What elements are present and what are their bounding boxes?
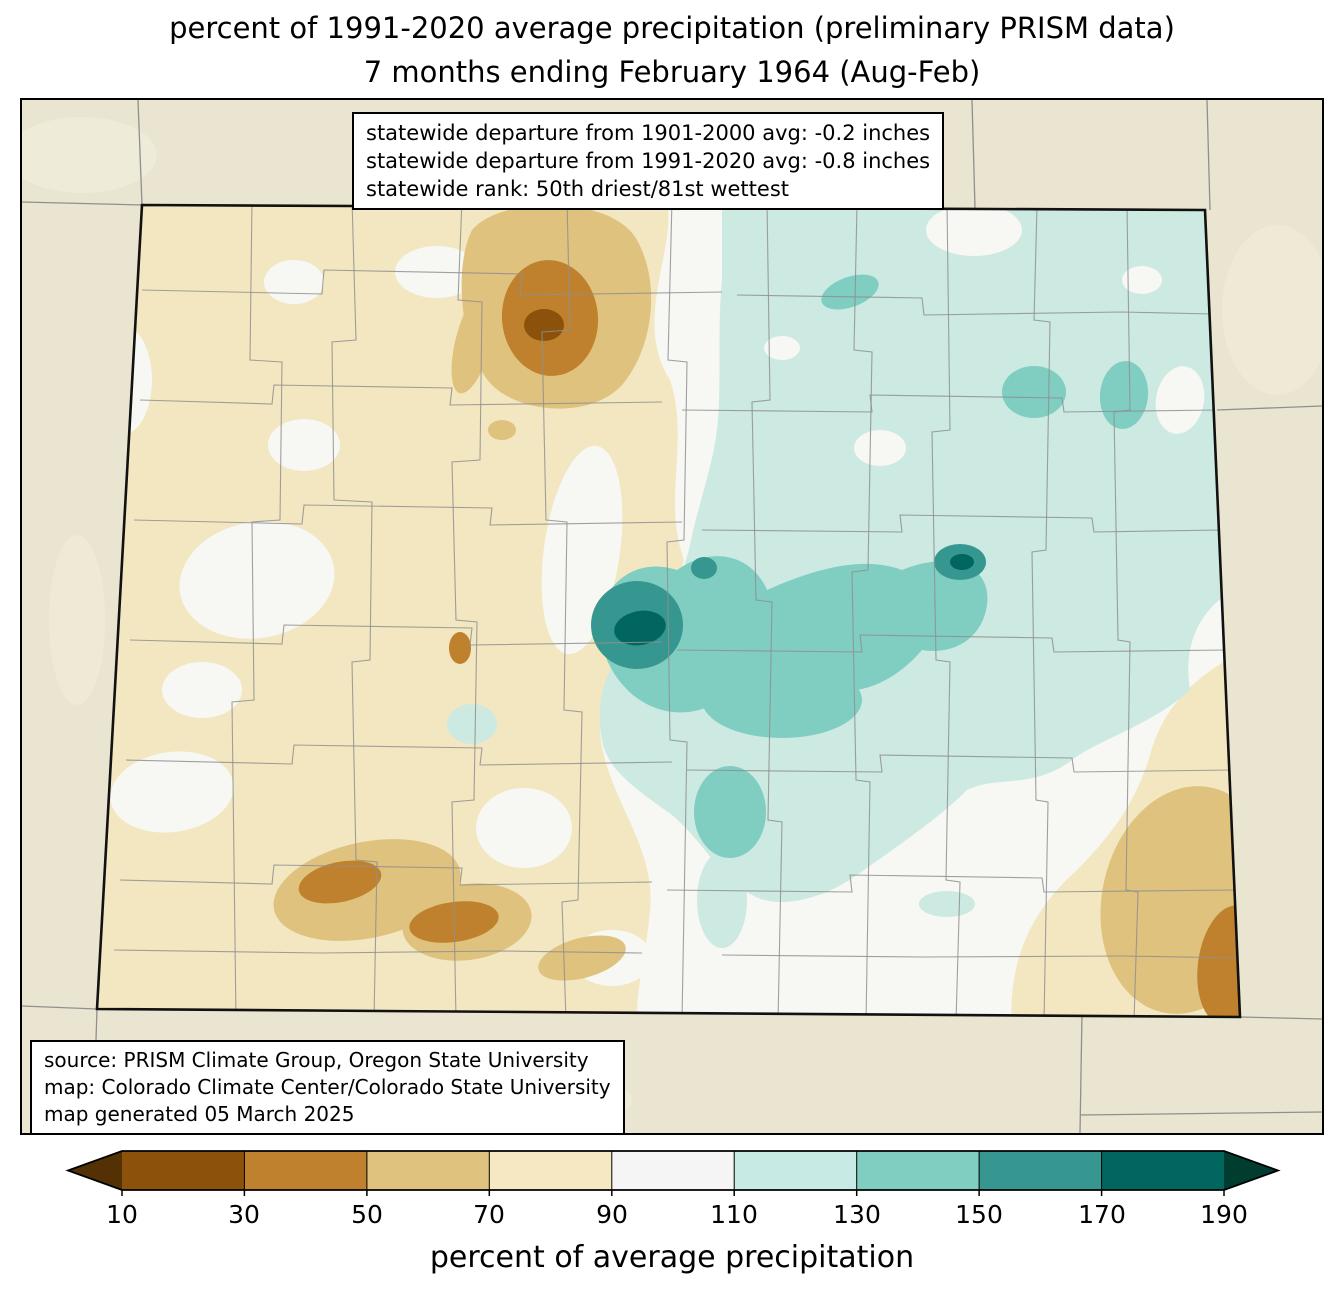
colorbar [0,1147,1344,1197]
colorbar-tick-label: 10 [106,1200,138,1229]
colorbar-segment [122,1151,245,1190]
colorbar-segment [489,1151,612,1190]
statewide-stats-box: statewide departure from 1901-2000 avg: … [352,112,945,210]
colorbar-over-arrow [1224,1151,1278,1190]
colorbar-tick-label: 30 [228,1200,260,1229]
colorbar-segment [979,1151,1102,1190]
colorado-precipitation-map [22,100,1322,1133]
colorbar-tick-label: 150 [955,1200,1003,1229]
source-line-2: map: Colorado Climate Center/Colorado St… [44,1075,611,1099]
source-line-3: map generated 05 March 2025 [44,1102,355,1126]
colorbar-segment [366,1151,490,1190]
region-dry-west [97,205,1240,1017]
colorbar-tick-label: 170 [1078,1200,1126,1229]
colorbar-tick-label: 130 [833,1200,881,1229]
title-line-1: percent of 1991-2020 average precipitati… [169,11,1175,45]
colorbar-dividers [243,1151,1103,1190]
stats-line-3: statewide rank: 50th driest/81st wettest [366,177,789,201]
source-line-1: source: PRISM Climate Group, Oregon Stat… [44,1048,589,1072]
colorbar-ticks [121,1190,1225,1196]
colorbar-segment [734,1151,857,1190]
colorbar-tick-label: 110 [710,1200,758,1229]
colorbar-segment [244,1151,367,1190]
region-wet-east [447,205,1240,948]
stats-line-1: statewide departure from 1901-2000 avg: … [366,121,931,145]
map-frame: statewide departure from 1901-2000 avg: … [20,98,1324,1135]
stats-line-2: statewide departure from 1991-2020 avg: … [366,149,931,173]
figure-title: percent of 1991-2020 average precipitati… [0,6,1344,94]
colorbar-tick-label: 70 [473,1200,505,1229]
source-attribution-box: source: PRISM Climate Group, Oregon Stat… [30,1040,625,1133]
colorbar-outline [65,1150,1281,1191]
title-line-2: 7 months ending February 1964 (Aug-Feb) [363,55,981,89]
colorbar-tick-label: 90 [596,1200,628,1229]
colorbar-segment [1101,1151,1225,1190]
colorbar-segment [856,1151,980,1190]
colorbar-under-arrow [68,1151,122,1190]
colorbar-segment [611,1151,735,1190]
colorbar-axis-label: percent of average precipitation [429,1240,915,1275]
colorbar-tick-label: 50 [351,1200,383,1229]
county-boundaries [113,205,1240,1017]
colorbar-tick-label: 190 [1200,1200,1248,1229]
